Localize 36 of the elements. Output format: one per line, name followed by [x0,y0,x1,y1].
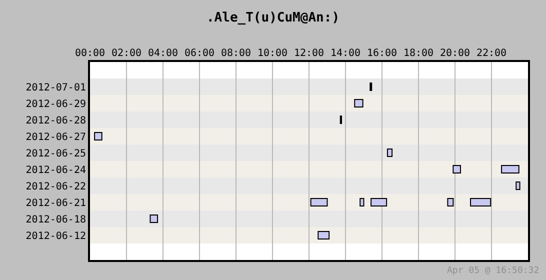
x-tick-label: 16:00 [366,48,398,59]
y-tick-label: 2012-06-21 [26,198,86,209]
x-tick-label: 02:00 [111,48,142,59]
bar [370,198,388,206]
bar [470,198,492,206]
y-tick-label: 2012-06-28 [26,115,86,126]
x-tick-label: 10:00 [257,48,288,59]
bar [386,148,393,157]
bar [150,214,158,223]
y-tick-label: 2012-06-29 [26,98,86,110]
chart-title: .Ale_T(u)CuM@An:) [206,10,340,26]
x-tick-label: 22:00 [476,48,507,59]
bar [354,99,364,108]
x-tick-label: 14:00 [330,48,361,59]
x-tick-label: 04:00 [148,48,178,59]
bar [447,198,454,206]
bar [94,132,102,140]
y-tick-label: 2012-06-12 [26,230,86,242]
x-tick-label: 18:00 [403,48,434,59]
bar [310,198,328,206]
x-tick-label: 06:00 [184,48,215,59]
x-tick-label: 20:00 [440,48,470,59]
y-tick-label: 2012-06-22 [26,181,86,192]
bar [501,165,520,174]
bar [452,165,461,174]
y-tick-label: 2012-07-01 [26,82,86,94]
x-tick-label: 08:00 [220,48,252,59]
x-tick-label: 12:00 [294,48,324,59]
bar [360,198,364,206]
bar [516,182,520,190]
y-tick-label: 2012-06-24 [26,164,86,176]
y-tick-label: 2012-06-25 [26,148,86,160]
y-tick-label: 2012-06-27 [26,132,86,143]
bar [318,231,330,240]
x-tick-label: 00:00 [74,48,106,59]
y-tick-label: 2012-06-18 [26,214,86,226]
